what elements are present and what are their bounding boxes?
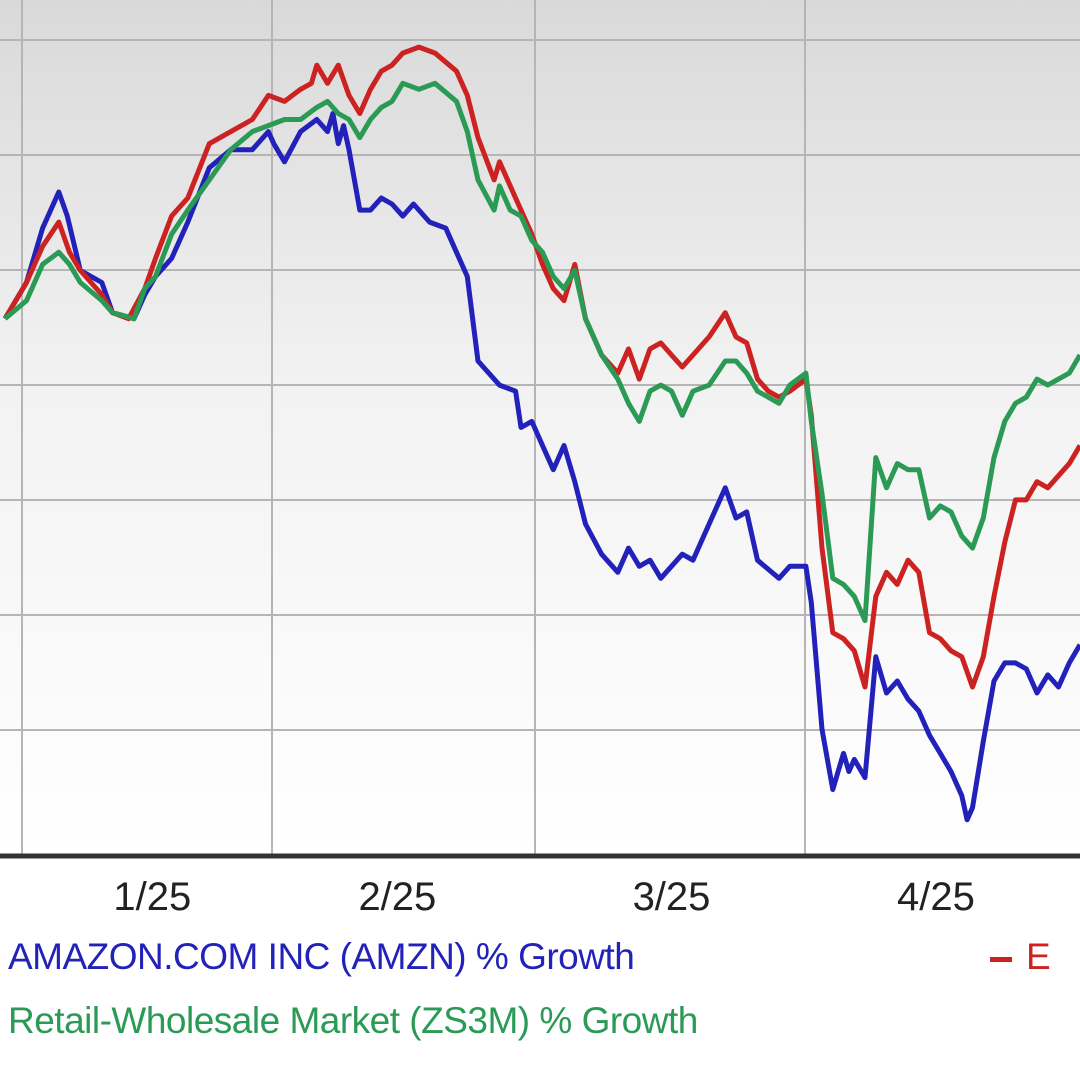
x-tick-label: 1/25 [113, 875, 191, 919]
gridlines [0, 0, 1080, 855]
series-line-amzn [2, 111, 1080, 823]
legend-label-partial: E [1026, 936, 1051, 977]
legend-label-amzn: AMAZON.COM INC (AMZN) % Growth [8, 936, 635, 977]
series-lines [2, 44, 1080, 823]
series-line-market [3, 80, 1080, 624]
x-tick-labels: 1/25 2/25 3/25 4/25 [113, 875, 975, 919]
legend-item-partial: E [990, 936, 1051, 978]
x-tick-label: 3/25 [633, 875, 711, 919]
legend-item-market: Retail-Wholesale Market (ZS3M) % Growth [8, 1000, 698, 1042]
line-chart: 1/25 2/25 3/25 4/25 [0, 0, 1080, 919]
legend-label-market: Retail-Wholesale Market (ZS3M) % Growth [8, 1000, 698, 1041]
x-tick-label: 4/25 [897, 875, 975, 919]
legend-item-amzn: AMAZON.COM INC (AMZN) % Growth [8, 936, 635, 978]
x-tick-label: 2/25 [358, 875, 436, 919]
legend-dash-icon [990, 956, 1012, 962]
plot-background [0, 0, 1080, 855]
